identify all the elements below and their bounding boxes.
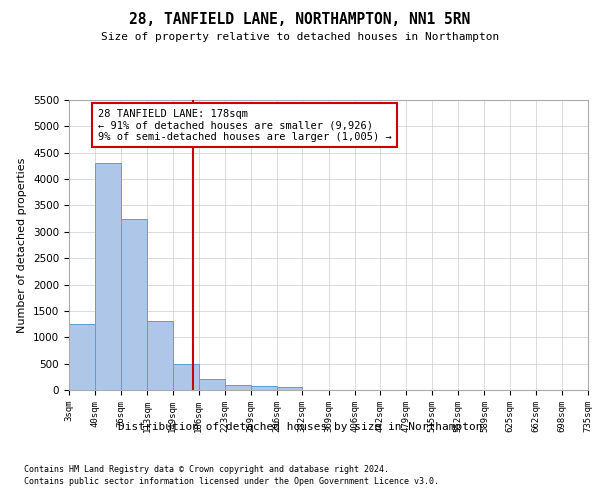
Bar [251, 386, 277, 390]
Bar [199, 380, 225, 390]
Text: Distribution of detached houses by size in Northampton: Distribution of detached houses by size … [118, 422, 482, 432]
Bar [277, 387, 302, 390]
Text: Contains HM Land Registry data © Crown copyright and database right 2024.: Contains HM Land Registry data © Crown c… [24, 465, 389, 474]
Bar [173, 364, 199, 390]
Text: 28, TANFIELD LANE, NORTHAMPTON, NN1 5RN: 28, TANFIELD LANE, NORTHAMPTON, NN1 5RN [130, 12, 470, 28]
Bar [69, 324, 95, 390]
Bar [147, 322, 173, 390]
Y-axis label: Number of detached properties: Number of detached properties [17, 158, 28, 332]
Bar [95, 164, 121, 390]
Bar [225, 384, 251, 390]
Text: Size of property relative to detached houses in Northampton: Size of property relative to detached ho… [101, 32, 499, 42]
Bar [121, 218, 147, 390]
Text: 28 TANFIELD LANE: 178sqm
← 91% of detached houses are smaller (9,926)
9% of semi: 28 TANFIELD LANE: 178sqm ← 91% of detach… [98, 108, 391, 142]
Text: Contains public sector information licensed under the Open Government Licence v3: Contains public sector information licen… [24, 478, 439, 486]
